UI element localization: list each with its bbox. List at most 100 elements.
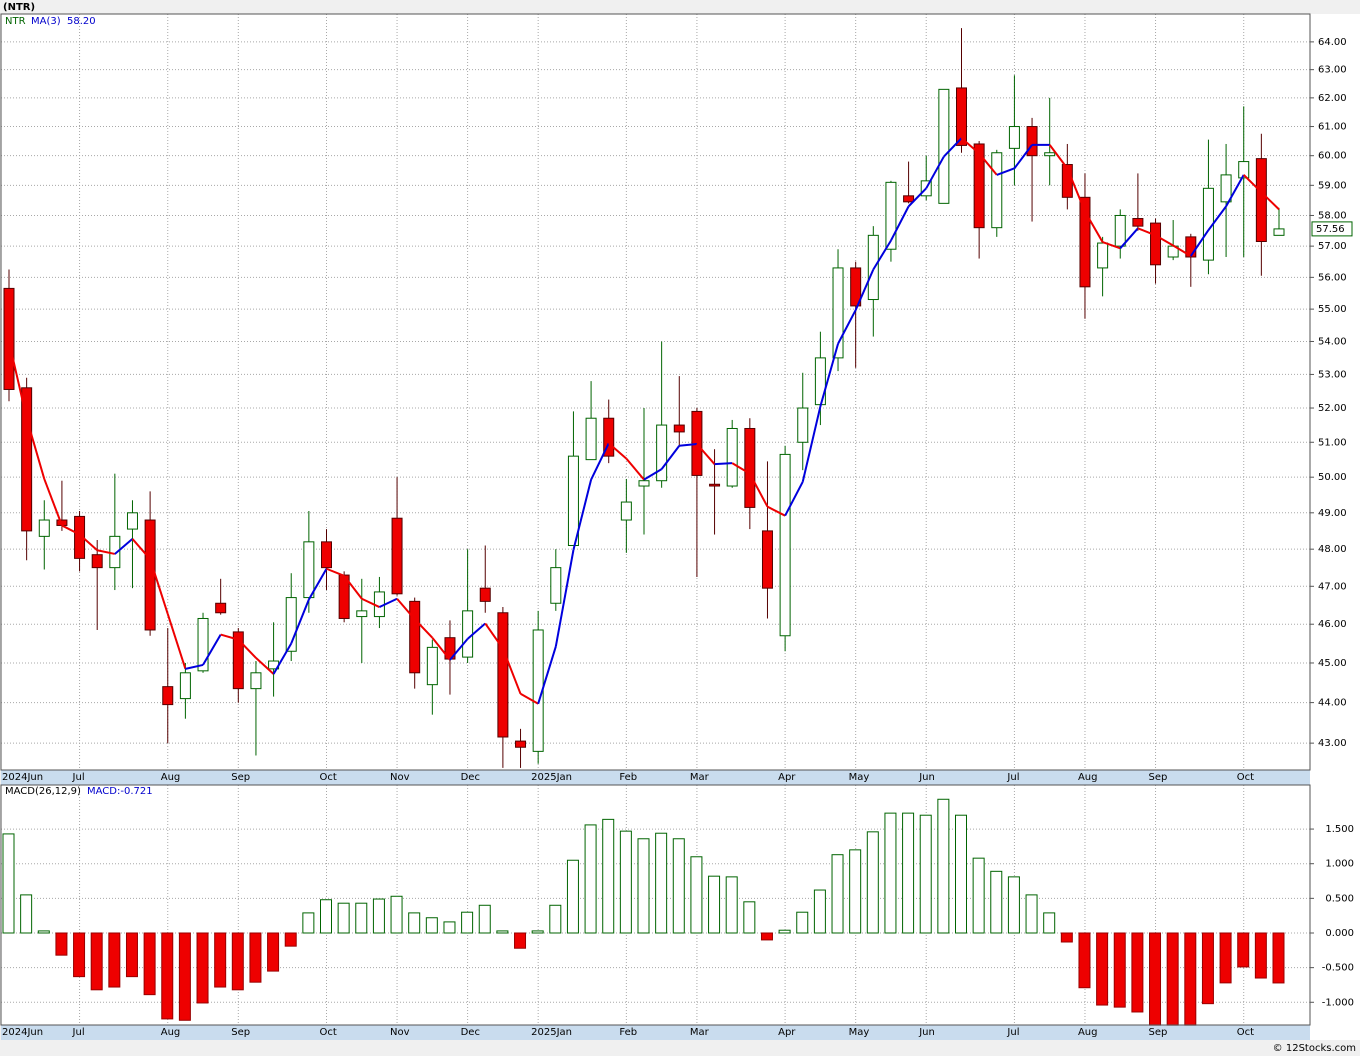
candle-body <box>726 427 738 487</box>
ma-segment <box>61 524 81 536</box>
y-tick-label: 47.00 <box>1318 581 1347 592</box>
x-tick-label: Aug <box>161 1027 181 1038</box>
macd-bar <box>1025 894 1038 934</box>
candle-body <box>144 519 156 631</box>
candle-body <box>1238 161 1250 179</box>
candle-body <box>126 512 138 530</box>
ma-segment <box>166 613 187 670</box>
y-tick-label: 51.00 <box>1318 437 1347 448</box>
ma-segment <box>679 443 698 447</box>
ma-segment <box>361 597 380 608</box>
candle-body <box>1008 126 1020 149</box>
macd-bar <box>955 814 967 934</box>
x-tick-label: Nov <box>390 1027 410 1038</box>
ma-segment <box>572 479 593 551</box>
ma-segment <box>960 137 980 155</box>
macd-frame <box>0 784 1311 1026</box>
ma-segment <box>96 549 116 555</box>
x-tick-label: Sep <box>1149 1027 1168 1038</box>
ma-segment <box>78 533 98 552</box>
ma-segment <box>378 597 398 608</box>
candle-body <box>215 602 227 614</box>
macd-legend: MACD(26,12,9) <box>5 786 81 797</box>
candle-body <box>515 740 527 748</box>
ma-segment <box>449 638 469 661</box>
y-tick-label: 50.00 <box>1318 472 1347 483</box>
ma-segment <box>925 156 945 189</box>
ma-segment <box>660 445 681 470</box>
y-tick-label: 43.00 <box>1318 738 1347 749</box>
ma-segment <box>431 637 451 661</box>
candle-body <box>409 600 421 674</box>
x-tick-label: 2024Jun <box>2 1027 43 1038</box>
macd-bar <box>849 849 862 934</box>
macd-bar <box>214 932 227 988</box>
ma-segment <box>837 309 857 345</box>
ma-segment <box>1137 227 1156 237</box>
ma-segment <box>943 137 963 158</box>
candle-body <box>373 591 385 618</box>
macd-bar <box>161 932 174 1020</box>
macd-bar <box>408 912 421 934</box>
macd-bar <box>796 911 809 934</box>
candle-body <box>903 195 915 203</box>
ma-segment <box>890 205 910 242</box>
candle-body <box>673 424 685 433</box>
x-tick-label: Jun <box>918 772 935 783</box>
macd-bar <box>143 932 156 996</box>
candle-body <box>74 515 86 559</box>
ma-segment <box>1243 174 1263 193</box>
ma-segment <box>767 505 786 517</box>
ma-segment <box>149 558 169 615</box>
macd-bar <box>760 932 773 941</box>
candle-body <box>1079 196 1091 288</box>
macd-bar <box>902 812 915 934</box>
ma-segment <box>1048 144 1069 169</box>
macd-bar <box>55 932 68 956</box>
candle-body <box>709 483 721 487</box>
x-tick-label: Apr <box>778 1027 796 1038</box>
ma-segment <box>8 341 28 419</box>
y-tick-label: 60.00 <box>1318 151 1347 162</box>
candle-body <box>885 181 897 250</box>
candle-body <box>761 530 773 589</box>
ma-segment <box>590 442 610 481</box>
ma-segment <box>114 538 134 555</box>
candle-body <box>356 610 368 618</box>
macd-bar <box>708 875 721 934</box>
candle-body <box>1150 222 1162 266</box>
ma-segment <box>784 481 804 517</box>
macd-bar <box>1096 932 1109 1006</box>
ma-segment <box>978 152 998 176</box>
candle-body <box>973 143 985 229</box>
candle-body <box>391 517 403 595</box>
candle-body <box>21 387 33 532</box>
macd-bar <box>355 902 368 934</box>
ma-segment <box>907 187 927 208</box>
last-price-label: 57.56 <box>1316 224 1345 235</box>
candle-body <box>585 417 597 461</box>
macd-bar <box>443 921 456 934</box>
macd-bar <box>1078 932 1091 989</box>
ma-segment <box>237 638 257 659</box>
candle-body <box>832 267 844 359</box>
ma-segment <box>290 599 310 644</box>
candle-body <box>638 480 650 487</box>
macd-bar <box>831 854 844 934</box>
candle-body <box>462 610 474 658</box>
y-tick-label: 56.00 <box>1318 272 1347 283</box>
ma-segment <box>272 642 293 675</box>
y-tick-label: -1.000 <box>1322 997 1354 1008</box>
candle-body <box>285 597 297 652</box>
ma-segment <box>413 618 434 639</box>
candle-body <box>250 672 262 690</box>
macd-bar <box>884 812 897 934</box>
candle-body <box>691 410 703 476</box>
macd-bar <box>372 898 385 934</box>
ma-segment <box>1084 211 1104 243</box>
x-tick-label: Nov <box>390 772 410 783</box>
macd-bar <box>743 901 756 934</box>
y-tick-label: 46.00 <box>1318 619 1347 630</box>
macd-bar <box>125 932 138 978</box>
credit: © 12Stocks.com <box>1273 1043 1356 1054</box>
